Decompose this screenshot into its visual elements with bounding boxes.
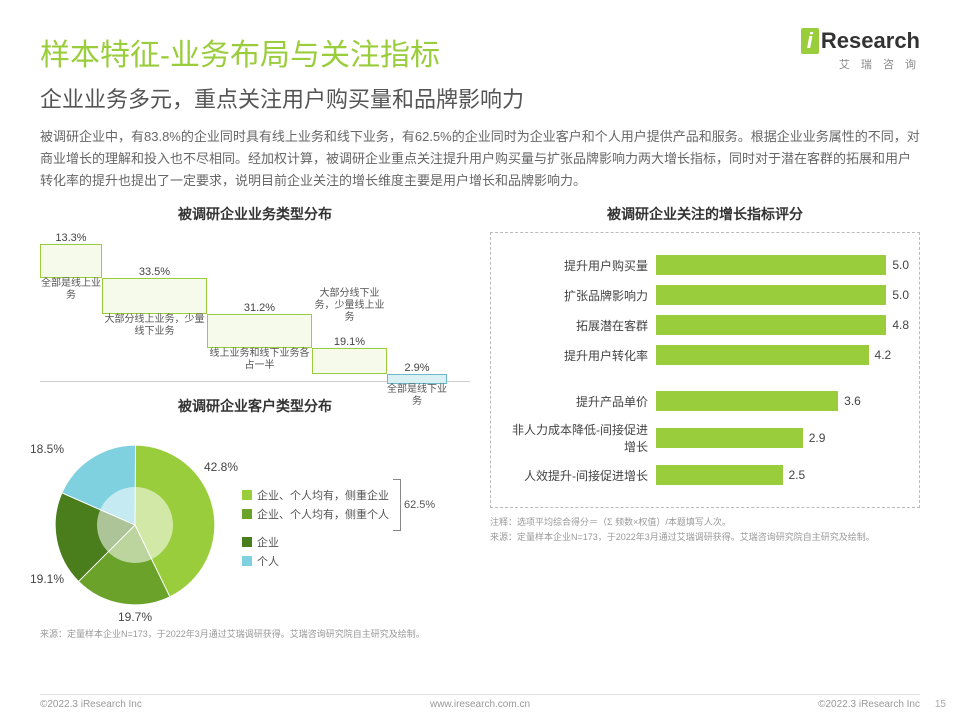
hbar-row: 扩张品牌影响力5.0 [501,285,909,305]
legend-item: 个人 [242,553,435,569]
hbar-row: 提升产品单价3.6 [501,391,909,411]
logo-icon: i [801,28,819,54]
page-number: 15 [935,699,946,710]
pie-pct-3: 18.5% [30,442,64,456]
footer-center: www.iresearch.com.cn [430,699,530,710]
waterfall-step: 31.2%线上业务和线下业务各占一半 [207,302,312,372]
waterfall-step: 大部分线下业务，少量线上业务19.1% [312,336,387,374]
source-right: 来源：定量样本企业N=173，于2022年3月通过艾瑞调研获得。艾瑞咨询研究院自… [490,531,920,544]
intro-text: 被调研企业中，有83.8%的企业同时具有线上业务和线下业务，有62.5%的企业同… [40,126,920,192]
waterfall-chart: 13.3%全部是线上业务33.5%大部分线上业务，少量线下业务31.2%线上业务… [40,232,470,382]
legend-item: 企业、个人均有，侧重企业 [242,487,389,503]
pie-pct-0: 42.8% [204,460,238,474]
legend-item: 企业 [242,534,435,550]
hbar-row: 人效提升-间接促进增长2.5 [501,465,909,485]
hbar-row: 提升用户购买量5.0 [501,255,909,275]
legend-item: 企业、个人均有，侧重个人 [242,506,389,522]
hbar-row: 拓展潜在客群4.8 [501,315,909,335]
page-title: 样本特征-业务布局与关注指标 [40,30,920,74]
logo-subtitle: 艾 瑞 咨 询 [801,56,920,72]
source-right-note: 注释：选项平均综合得分＝（Σ 频数×权值）/本题填写人次。 [490,516,920,529]
pie-pct-2: 19.1% [30,572,64,586]
footer-right: ©2022.3 iResearch Inc [818,699,920,710]
hbar-title: 被调研企业关注的增长指标评分 [490,204,920,224]
waterfall-step: 13.3%全部是线上业务 [40,232,102,302]
footer: ©2022.3 iResearch Inc www.iresearch.com.… [40,694,920,710]
footer-left: ©2022.3 iResearch Inc [40,699,142,710]
hbar-row: 提升用户转化率4.2 [501,345,909,365]
logo: i Research 艾 瑞 咨 询 [801,28,920,72]
pie-legend: 企业、个人均有，侧重企业企业、个人均有，侧重个人 62.5% 企业个人 [242,479,435,572]
source-left: 来源：定量样本企业N=173，于2022年3月通过艾瑞调研获得。艾瑞咨询研究院自… [40,628,470,641]
waterfall-step: 33.5%大部分线上业务，少量线下业务 [102,266,207,338]
pie-pct-1: 19.7% [118,610,152,624]
waterfall-title: 被调研企业业务类型分布 [40,204,470,224]
bracket-label: 62.5% [404,499,435,511]
logo-text: Research [821,28,920,54]
page-subtitle: 企业业务多元，重点关注用户购买量和品牌影响力 [40,82,920,114]
hbar-chart: 提升用户购买量5.0 扩张品牌影响力5.0 拓展潜在客群4.8 提升用户转化率4.2 提… [490,232,920,508]
hbar-row: 非人力成本降低-间接促进增长2.9 [501,421,909,455]
waterfall-step: 2.9%全部是线下业务 [387,362,447,408]
pie-chart: 42.8% 19.7% 19.1% 18.5% [40,430,230,620]
